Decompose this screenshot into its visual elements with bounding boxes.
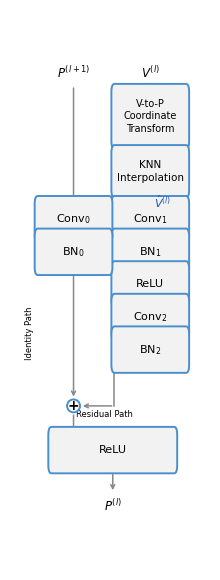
Text: BN$_0$: BN$_0$ <box>62 245 85 259</box>
FancyBboxPatch shape <box>111 261 189 307</box>
FancyBboxPatch shape <box>111 84 189 149</box>
Text: BN$_2$: BN$_2$ <box>139 343 161 357</box>
Ellipse shape <box>67 400 80 412</box>
FancyBboxPatch shape <box>111 145 189 198</box>
FancyBboxPatch shape <box>111 229 189 275</box>
Text: Conv$_2$: Conv$_2$ <box>133 310 167 324</box>
Text: Identity Path: Identity Path <box>25 306 34 360</box>
Text: $V^{(l)}$: $V^{(l)}$ <box>141 65 160 81</box>
Text: $P^{(l)}$: $P^{(l)}$ <box>104 498 122 514</box>
Text: $\hat{V}^{(l)}$: $\hat{V}^{(l)}$ <box>154 193 171 210</box>
Text: V-to-P
Coordinate
Transform: V-to-P Coordinate Transform <box>124 99 177 134</box>
FancyBboxPatch shape <box>35 196 112 242</box>
FancyBboxPatch shape <box>111 294 189 340</box>
FancyBboxPatch shape <box>111 327 189 373</box>
Text: ReLU: ReLU <box>99 445 127 455</box>
Text: BN$_1$: BN$_1$ <box>139 245 161 259</box>
Text: ReLU: ReLU <box>136 280 164 289</box>
Text: KNN
Interpolation: KNN Interpolation <box>117 160 184 183</box>
Text: $P^{(l+1)}$: $P^{(l+1)}$ <box>57 65 90 81</box>
FancyBboxPatch shape <box>111 196 189 242</box>
Text: Conv$_0$: Conv$_0$ <box>56 212 91 226</box>
FancyBboxPatch shape <box>35 229 112 275</box>
Text: Conv$_1$: Conv$_1$ <box>133 212 168 226</box>
Text: +: + <box>68 399 79 413</box>
Text: Residual Path: Residual Path <box>76 411 132 419</box>
FancyBboxPatch shape <box>48 427 177 473</box>
